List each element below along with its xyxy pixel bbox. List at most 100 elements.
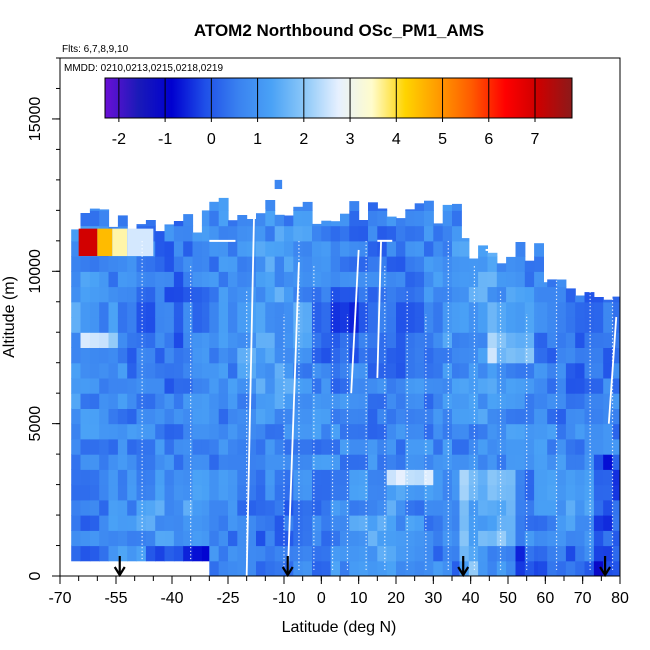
field-cell xyxy=(377,530,388,547)
field-cell xyxy=(302,438,313,455)
flight-track xyxy=(245,210,256,576)
field-cell xyxy=(265,469,276,486)
field-cell xyxy=(173,377,184,394)
field-cell xyxy=(330,362,341,379)
field-cell xyxy=(593,317,604,333)
field-cell xyxy=(321,220,332,227)
field-cell xyxy=(556,347,567,364)
field-cell xyxy=(433,301,444,318)
field-cell xyxy=(321,515,332,531)
field-cell xyxy=(293,530,304,547)
field-cell xyxy=(478,317,488,333)
field-cell xyxy=(246,454,257,470)
field-cell xyxy=(386,530,397,547)
field-cell xyxy=(192,484,203,501)
field-cell xyxy=(164,469,175,486)
field-cell xyxy=(515,301,526,318)
field-cell xyxy=(556,438,567,455)
field-cell xyxy=(459,301,470,318)
field-cell xyxy=(459,545,470,562)
field-cell xyxy=(459,560,470,576)
field-cell xyxy=(89,515,100,531)
field-cell xyxy=(575,484,586,501)
field-cell xyxy=(405,362,416,379)
field-cell xyxy=(321,332,332,348)
field-cell xyxy=(405,377,416,394)
field-cell xyxy=(71,393,82,409)
field-cell xyxy=(117,286,128,303)
field-cell xyxy=(349,454,360,470)
field-cell xyxy=(145,317,156,333)
field-cell xyxy=(584,292,595,303)
field-cell xyxy=(612,347,620,364)
field-cell xyxy=(256,286,266,303)
field-cell xyxy=(459,515,470,531)
field-cell xyxy=(108,393,119,409)
field-cell xyxy=(284,393,294,409)
field-cell xyxy=(293,515,304,531)
field-cell xyxy=(192,423,203,440)
field-cell xyxy=(274,484,285,501)
field-cell xyxy=(377,301,388,318)
field-cell xyxy=(414,286,425,303)
field-cell xyxy=(108,377,119,394)
field-cell xyxy=(612,423,620,440)
field-cell xyxy=(575,423,586,440)
field-cell xyxy=(136,499,147,516)
field-cell xyxy=(71,484,82,501)
field-cell xyxy=(183,454,194,470)
field-cell xyxy=(340,271,350,288)
field-cell xyxy=(201,469,212,486)
field-cell xyxy=(192,317,203,333)
field-cell xyxy=(173,499,184,516)
field-cell xyxy=(612,296,620,303)
field-cell xyxy=(237,499,248,516)
field-cell xyxy=(405,347,416,364)
field-cell xyxy=(414,225,425,242)
field-cell xyxy=(506,438,516,455)
field-cell xyxy=(321,469,332,486)
field-cell xyxy=(183,301,194,318)
field-cell xyxy=(405,469,416,486)
field-cell xyxy=(396,256,406,272)
field-cell xyxy=(593,362,604,379)
field-cell xyxy=(265,301,276,318)
field-cell xyxy=(358,347,369,364)
field-cell xyxy=(468,258,479,272)
field-cell xyxy=(524,499,535,516)
field-cell xyxy=(612,317,620,333)
field-cell xyxy=(164,256,175,272)
field-cell xyxy=(593,515,604,531)
field-cell xyxy=(228,225,238,242)
field-cell xyxy=(575,301,586,318)
field-cell xyxy=(442,438,453,455)
landing-arrow-head xyxy=(599,566,611,578)
field-cell xyxy=(506,454,516,470)
field-cell xyxy=(246,469,257,486)
field-cell xyxy=(127,377,138,394)
field-cell xyxy=(155,423,166,440)
field-cell xyxy=(478,560,488,576)
field-cell xyxy=(293,377,304,394)
field-cell xyxy=(575,438,586,455)
field-cell xyxy=(80,408,91,425)
field-cell xyxy=(575,454,586,470)
field-cell xyxy=(201,438,212,455)
field-cell xyxy=(302,240,313,257)
field-cell xyxy=(192,332,203,348)
field-cell xyxy=(386,216,397,227)
field-cell xyxy=(487,454,498,470)
field-cell xyxy=(256,377,266,394)
field-cell xyxy=(368,362,378,379)
field-cell xyxy=(537,454,548,470)
colorbar-tick-label: 0 xyxy=(207,131,216,148)
colorbar-tick-label: 7 xyxy=(531,131,540,148)
field-cell xyxy=(293,225,304,242)
field-cell xyxy=(302,271,313,288)
field-cell xyxy=(433,286,444,303)
field-cell xyxy=(396,347,406,364)
field-cell xyxy=(246,545,257,562)
field-cell xyxy=(496,393,507,409)
field-cell xyxy=(386,225,397,242)
field-cell xyxy=(575,469,586,486)
